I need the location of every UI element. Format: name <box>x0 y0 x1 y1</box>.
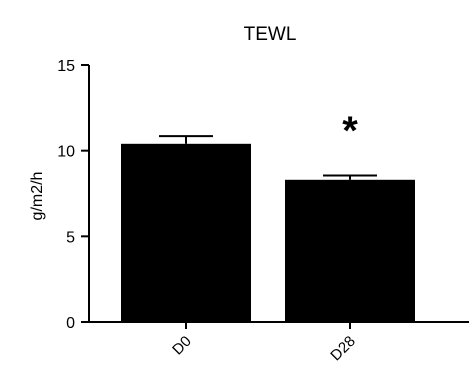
significance-asterisk: * <box>342 109 358 153</box>
chart-title: TEWL <box>244 24 297 45</box>
y-tick-label: 10 <box>57 144 75 161</box>
y-axis-label: g/m2/h <box>29 172 46 221</box>
bar-d0 <box>121 143 251 322</box>
y-tick-label: 5 <box>66 229 75 246</box>
plot-area: 0 5 10 15 D0 D28 * <box>57 58 469 364</box>
y-tick-label: 0 <box>66 315 75 332</box>
y-tick-label: 15 <box>57 58 75 75</box>
x-tick-label-d28: D28 <box>327 333 358 364</box>
x-tick-label-d0: D0 <box>169 333 195 359</box>
bar-d28 <box>285 179 415 322</box>
